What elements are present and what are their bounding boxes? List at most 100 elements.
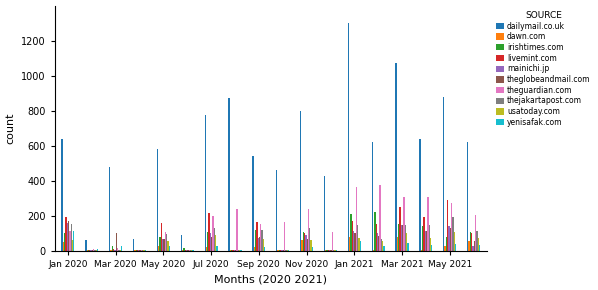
Bar [93, 249, 94, 251]
Bar [325, 250, 327, 251]
Bar [90, 250, 91, 251]
Bar [260, 224, 261, 251]
Bar [112, 246, 113, 251]
Bar [187, 250, 188, 251]
Bar [332, 233, 333, 251]
Bar [450, 228, 451, 251]
Bar [239, 250, 240, 251]
Bar [88, 250, 89, 251]
Bar [358, 238, 359, 251]
Bar [395, 64, 396, 251]
Bar [240, 250, 242, 251]
Bar [301, 240, 303, 251]
Bar [328, 250, 329, 251]
Bar [138, 250, 139, 251]
Bar [380, 185, 381, 251]
Bar [304, 233, 305, 251]
Bar [234, 250, 235, 251]
Bar [264, 247, 266, 251]
Bar [236, 209, 237, 251]
Bar [209, 213, 210, 251]
Bar [212, 216, 213, 251]
Bar [258, 238, 259, 251]
Bar [378, 236, 380, 251]
Bar [347, 23, 349, 251]
Bar [193, 250, 194, 251]
Bar [185, 250, 186, 251]
Bar [96, 250, 97, 251]
Bar [85, 240, 87, 251]
Bar [282, 250, 283, 251]
Bar [472, 246, 474, 251]
Bar [73, 231, 75, 251]
Bar [425, 231, 426, 251]
Bar [429, 225, 430, 251]
Bar [121, 246, 122, 251]
Bar [431, 245, 432, 251]
Bar [327, 250, 328, 251]
Bar [117, 248, 118, 251]
Bar [373, 250, 374, 251]
Bar [120, 250, 121, 251]
Bar [255, 230, 256, 251]
Bar [97, 249, 98, 251]
Bar [136, 250, 137, 251]
Bar [427, 197, 429, 251]
Bar [235, 250, 236, 251]
Bar [335, 250, 337, 251]
Bar [111, 250, 112, 251]
Bar [210, 233, 211, 251]
Bar [276, 170, 277, 251]
Bar [353, 231, 354, 251]
Bar [142, 250, 144, 251]
Bar [478, 238, 479, 251]
Bar [476, 231, 478, 251]
Bar [376, 224, 377, 251]
Bar [166, 234, 167, 251]
Bar [451, 203, 452, 251]
Bar [405, 225, 406, 251]
Bar [137, 250, 138, 251]
Bar [133, 240, 134, 251]
Bar [109, 167, 111, 251]
Bar [454, 233, 455, 251]
Bar [190, 250, 191, 251]
Bar [259, 237, 260, 251]
Bar [422, 226, 423, 251]
Bar [331, 250, 332, 251]
Bar [186, 250, 187, 251]
Bar [182, 250, 183, 251]
Bar [349, 237, 350, 251]
Bar [72, 240, 73, 251]
Bar [139, 250, 141, 251]
Bar [474, 241, 475, 251]
Bar [66, 223, 68, 251]
Bar [423, 217, 425, 251]
Bar [377, 233, 378, 251]
Bar [352, 221, 353, 251]
Bar [213, 228, 215, 251]
Bar [396, 237, 398, 251]
Bar [283, 250, 284, 251]
Bar [261, 230, 263, 251]
Bar [371, 142, 373, 251]
Bar [359, 241, 361, 251]
Bar [279, 250, 280, 251]
Bar [87, 250, 88, 251]
Bar [191, 250, 193, 251]
Bar [312, 247, 313, 251]
Bar [205, 115, 206, 251]
Bar [356, 187, 357, 251]
Bar [354, 233, 356, 251]
Bar [469, 232, 471, 251]
Bar [181, 235, 182, 251]
Bar [207, 232, 209, 251]
Bar [230, 250, 231, 251]
Bar [401, 225, 402, 251]
Bar [231, 250, 233, 251]
X-axis label: Months (2020 2021): Months (2020 2021) [214, 274, 327, 284]
Bar [157, 149, 158, 251]
Bar [350, 214, 352, 251]
Bar [161, 223, 162, 251]
Bar [467, 142, 468, 251]
